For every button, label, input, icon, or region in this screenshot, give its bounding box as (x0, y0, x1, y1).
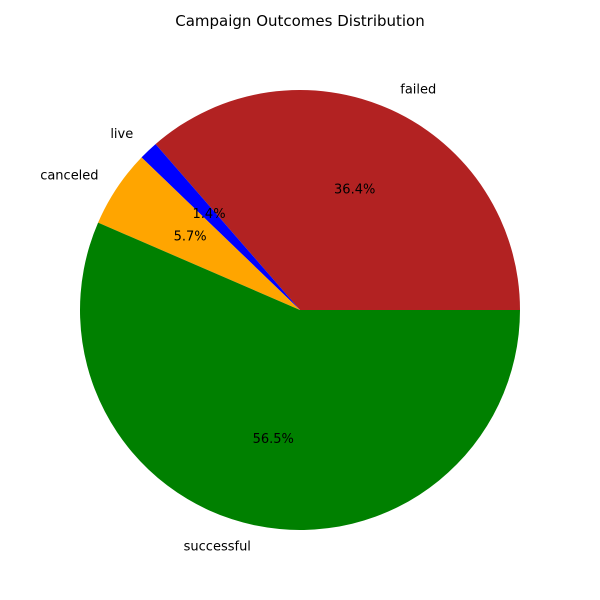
slice-label-failed: failed (400, 82, 436, 97)
pie-slice-canceled (98, 157, 300, 310)
pct-label-live: 1.4% (193, 207, 226, 222)
pie-slice-live (141, 144, 300, 310)
pct-label-failed: 36.4% (334, 182, 375, 197)
slice-label-canceled: canceled (40, 168, 98, 183)
pie-slice-failed (155, 90, 520, 310)
slice-label-live: live (110, 127, 133, 142)
pct-label-canceled: 5.7% (174, 229, 207, 244)
slice-label-successful: successful (184, 539, 251, 554)
pct-label-successful: 56.5% (253, 432, 294, 447)
chart-title: Campaign Outcomes Distribution (175, 12, 425, 30)
pie-slices (79, 90, 520, 531)
pie-slice-successful (79, 222, 520, 531)
pie-labels: failed 36.4% live 1.4% canceled 5.7% successfu… (40, 82, 436, 554)
